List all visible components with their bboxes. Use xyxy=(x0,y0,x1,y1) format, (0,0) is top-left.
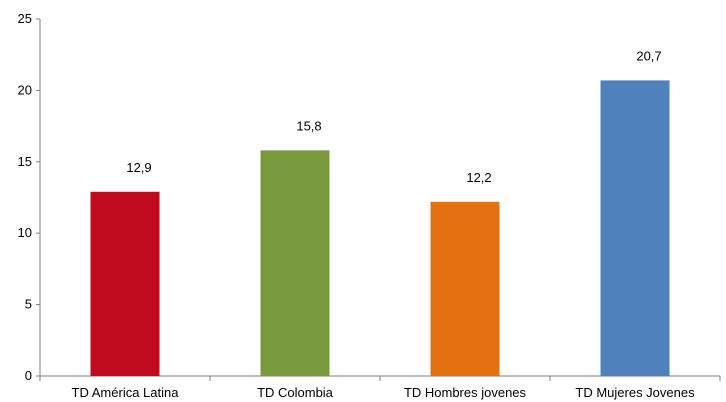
bars xyxy=(90,80,670,377)
data-label: 15,8 xyxy=(296,118,321,133)
y-tick-label: 0 xyxy=(25,368,32,383)
data-label: 12,9 xyxy=(126,160,151,175)
bar xyxy=(600,80,670,377)
y-axis-ticks: 0 5 10 15 20 25 xyxy=(18,11,40,383)
y-tick-label: 25 xyxy=(18,11,32,26)
y-tick-label: 15 xyxy=(18,154,32,169)
bar xyxy=(260,150,330,376)
bar xyxy=(430,201,500,376)
x-tick-label: TD Colombia xyxy=(257,385,334,400)
y-tick-label: 20 xyxy=(18,82,32,97)
y-tick-label: 5 xyxy=(25,297,32,312)
bar xyxy=(90,191,160,376)
x-tick-label: TD Hombres jovenes xyxy=(404,385,527,400)
x-tick-label: TD América Latina xyxy=(72,385,180,400)
data-labels: 12,9 15,8 12,2 20,7 xyxy=(126,48,661,184)
x-axis-labels: TD América Latina TD Colombia TD Hombres j… xyxy=(72,385,696,400)
x-tick-label: TD Mujeres Jovenes xyxy=(575,385,695,400)
data-label: 20,7 xyxy=(636,48,661,63)
y-tick-label: 10 xyxy=(18,225,32,240)
data-label: 12,2 xyxy=(466,170,491,185)
